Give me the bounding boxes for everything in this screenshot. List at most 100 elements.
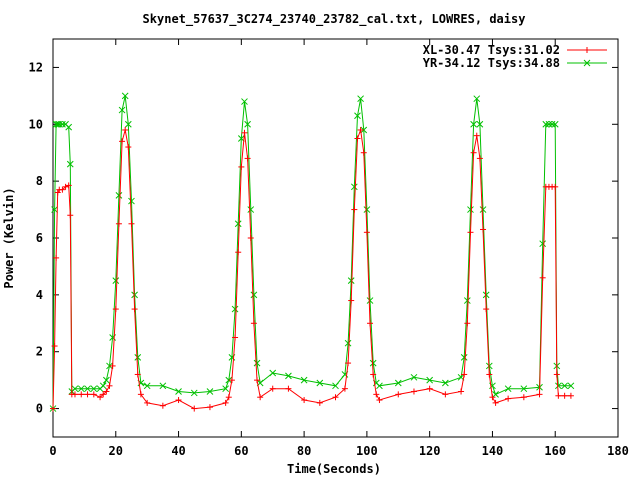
yr-point xyxy=(561,382,568,390)
yr-point xyxy=(476,120,484,128)
y-tick-label: 8 xyxy=(36,174,43,188)
yr-point xyxy=(124,120,132,128)
yr-point xyxy=(134,354,142,361)
yr-point xyxy=(463,297,471,304)
yr-point xyxy=(426,376,434,384)
yr-point xyxy=(300,376,308,384)
yr-point xyxy=(77,385,85,393)
yr-point xyxy=(55,120,63,128)
yr-point xyxy=(567,382,575,390)
yr-point xyxy=(460,354,468,361)
yr-point xyxy=(66,160,74,168)
yr-point xyxy=(394,379,402,387)
yr-point xyxy=(344,339,352,347)
yr-point xyxy=(376,382,383,390)
yr-point xyxy=(206,388,214,395)
x-tick-label: 40 xyxy=(171,444,185,458)
yr-point xyxy=(52,120,60,128)
x-tick-label: 20 xyxy=(109,444,123,458)
yr-point xyxy=(131,291,138,299)
legend-label-xl: XL-30.47 Tsys:31.02 xyxy=(423,43,560,57)
yr-point xyxy=(357,95,364,103)
y-tick-label: 12 xyxy=(29,60,43,74)
yr-point xyxy=(106,362,113,370)
yr-point xyxy=(159,382,167,390)
yr-point xyxy=(115,192,123,199)
yr-point xyxy=(234,220,242,228)
yr-point xyxy=(347,277,355,284)
yr-point xyxy=(504,385,512,393)
yr-point xyxy=(551,120,559,128)
yr-point xyxy=(253,359,261,367)
yr-point xyxy=(410,373,418,381)
yr-point xyxy=(137,379,145,387)
yr-point xyxy=(65,123,73,131)
yr-point xyxy=(247,206,255,213)
series-yr xyxy=(49,92,575,412)
yr-point xyxy=(121,92,129,100)
x-tick-label: 80 xyxy=(297,444,311,458)
yr-point xyxy=(542,120,550,128)
yr-point xyxy=(366,297,374,304)
yr-point xyxy=(112,277,120,284)
yr-point xyxy=(457,373,465,381)
yr-point xyxy=(222,385,229,393)
y-tick-label: 10 xyxy=(29,117,43,131)
y-axis: 0 2 4 6 8 10 12 xyxy=(29,60,618,416)
yr-point xyxy=(473,95,481,103)
yr-point xyxy=(555,382,562,390)
yr-point xyxy=(479,206,487,213)
yr-point xyxy=(90,385,98,393)
yr-point xyxy=(545,120,553,128)
yr-point xyxy=(470,120,477,128)
yr-point xyxy=(316,379,324,387)
x-axis-label: Time(Seconds) xyxy=(287,462,381,476)
yr-point xyxy=(99,382,107,390)
yr-line xyxy=(52,95,571,409)
series-layer xyxy=(49,92,575,412)
legend-label-yr: YR-34.12 Tsys:34.88 xyxy=(423,56,560,70)
x-tick-label: 100 xyxy=(356,444,378,458)
yr-point xyxy=(225,376,233,384)
yr-point xyxy=(354,112,361,120)
legend: XL-30.47 Tsys:31.02 YR-34.12 Tsys:34.88 xyxy=(423,43,607,70)
y-tick-label: 0 xyxy=(36,402,43,416)
yr-point xyxy=(350,183,358,191)
yr-point xyxy=(237,135,245,142)
yr-point xyxy=(520,385,528,393)
yr-point xyxy=(231,305,239,313)
yr-point xyxy=(143,382,151,390)
yr-point xyxy=(360,126,368,134)
yr-point xyxy=(369,359,377,367)
yr-point xyxy=(190,389,198,397)
series-xl xyxy=(50,126,574,412)
yr-point xyxy=(118,106,126,114)
x-tick-label: 0 xyxy=(49,444,56,458)
yr-point xyxy=(467,206,474,213)
yr-point xyxy=(59,120,66,128)
yr-point xyxy=(539,240,547,248)
y-tick-label: 2 xyxy=(36,345,43,359)
yr-point xyxy=(250,291,258,299)
yr-point xyxy=(489,382,496,390)
xl-line xyxy=(52,129,571,410)
yr-point xyxy=(548,120,556,128)
yr-point xyxy=(442,379,449,387)
y-tick-label: 6 xyxy=(36,231,43,245)
yr-point xyxy=(241,98,248,105)
x-tick-label: 140 xyxy=(482,444,504,458)
x-tick-label: 120 xyxy=(419,444,441,458)
yr-point xyxy=(244,120,251,128)
yr-point xyxy=(492,391,499,398)
x-axis: 0 20 40 60 80 100 120 140 160 180 xyxy=(49,39,629,458)
yr-point xyxy=(84,385,91,393)
chart-title: Skynet_57637_3C274_23740_23782_cal.txt, … xyxy=(143,12,526,27)
yr-point xyxy=(175,388,182,395)
yr-point xyxy=(363,206,371,213)
yr-point xyxy=(128,197,135,205)
legend-marker-yr xyxy=(583,59,591,67)
x-tick-label: 60 xyxy=(234,444,248,458)
yr-point xyxy=(71,385,79,393)
yr-point xyxy=(51,206,58,213)
